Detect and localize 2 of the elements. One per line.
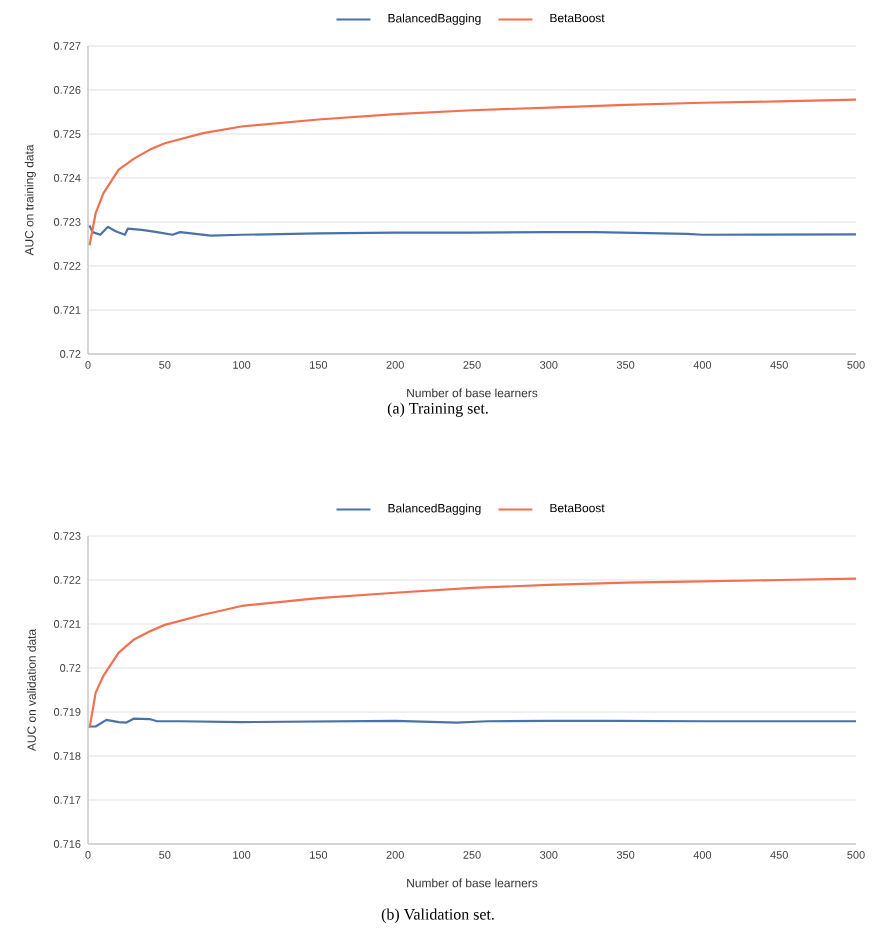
line-series [88,577,858,729]
line-series [88,98,858,247]
